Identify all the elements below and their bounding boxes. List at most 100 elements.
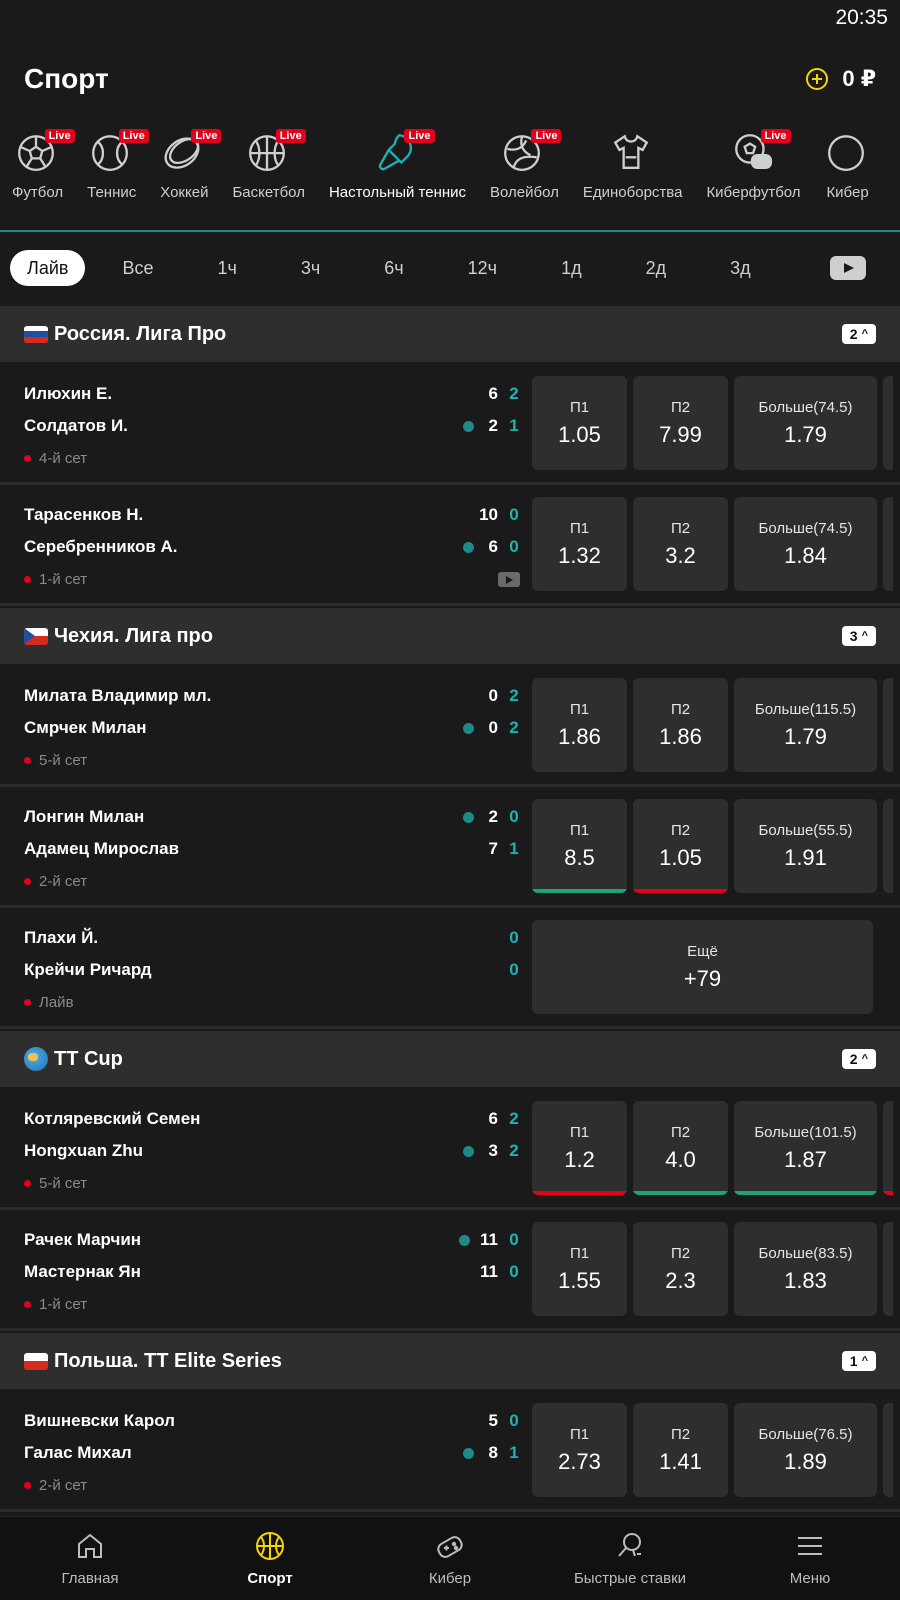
league-header[interactable]: Польша. TT Elite Series 1 ^ — [0, 1331, 900, 1391]
match-status: 1-й сет — [39, 570, 88, 588]
nav-fast-bets[interactable]: Быстрые ставки — [540, 1517, 720, 1600]
odd-total-button[interactable]: Больше(74.5) 1.84 — [734, 497, 877, 591]
odd-p1-button[interactable]: П1 8.5 — [532, 799, 627, 893]
video-stream-icon[interactable] — [498, 572, 520, 587]
odd-p2-button[interactable]: П2 1.05 — [633, 799, 728, 893]
team2-name: Смрчек Милан — [24, 718, 147, 737]
filter-1d[interactable]: 1д — [561, 257, 582, 278]
league-name: TT Cup — [54, 1047, 123, 1070]
balance-button[interactable]: 0 ₽ — [806, 66, 876, 92]
chevron-up-icon: ^ — [861, 630, 868, 642]
sport-item-table-tennis[interactable]: Live Настольный теннис — [317, 129, 478, 201]
sport-item-tennis[interactable]: Live Теннис — [75, 129, 149, 201]
odds-group: Ещё +79 — [520, 920, 873, 1014]
filter-1h[interactable]: 1ч — [217, 257, 237, 278]
odd-total-button[interactable]: Больше(115.5) 1.79 — [734, 678, 877, 772]
odd-p1-button[interactable]: П1 1.32 — [532, 497, 627, 591]
odd-more-button[interactable] — [883, 678, 893, 772]
filter-all[interactable]: Все — [122, 257, 154, 278]
filter-live[interactable]: Лайв — [10, 250, 86, 286]
chevron-up-icon: ^ — [861, 328, 868, 340]
serve-indicator-icon — [463, 420, 474, 432]
collapse-button[interactable]: 3 ^ — [841, 626, 876, 646]
sport-label: Теннис — [87, 184, 137, 201]
team1-sets: 2 — [509, 1109, 519, 1128]
odd-total-button[interactable]: Больше(74.5) 1.79 — [734, 376, 877, 470]
odd-total-button[interactable]: Больше(83.5) 1.83 — [734, 1222, 877, 1316]
league-header[interactable]: TT Cup 2 ^ — [0, 1029, 900, 1089]
odd-p2-button[interactable]: П2 1.41 — [633, 1403, 728, 1497]
sport-item-football[interactable]: Live Футбол — [0, 129, 75, 201]
league-header[interactable]: Чехия. Лига про 3 ^ — [0, 606, 900, 666]
video-filter-icon[interactable] — [830, 256, 866, 280]
hockey-icon: Live — [161, 129, 222, 176]
odd-label: П2 — [670, 1425, 691, 1443]
odd-p2-button[interactable]: П2 4.0 — [633, 1101, 728, 1195]
filter-2d[interactable]: 2д — [645, 257, 667, 278]
nav-menu[interactable]: Меню — [720, 1517, 900, 1600]
sport-item-cyber[interactable]: Кибер — [813, 130, 883, 201]
odd-more-button[interactable] — [883, 1222, 893, 1316]
odd-p1-button[interactable]: П1 1.86 — [532, 678, 627, 772]
match-row[interactable]: Плахи Й. 0 Крейчи Ричард 0 Лайв Ещё +79 — [0, 908, 900, 1029]
nav-cyber[interactable]: Кибер — [360, 1517, 540, 1600]
sports-carousel[interactable]: Live Футбол Live Теннис Live Хоккей Live… — [0, 122, 900, 232]
match-teams[interactable]: Плахи Й. 0 Крейчи Ричард 0 Лайв — [0, 908, 520, 1026]
odd-p1-button[interactable]: П1 1.05 — [532, 376, 627, 470]
nav-sport[interactable]: Спорт — [180, 1517, 360, 1600]
sport-item-volleyball[interactable]: Live Волейбол — [478, 129, 571, 201]
sport-item-basketball[interactable]: Live Баскетбол — [220, 129, 317, 201]
team1-name: Милата Владимир мл. — [24, 686, 212, 705]
match-teams[interactable]: Рачек Марчин 11 0 Мастернак Ян 11 0 1-й се… — [0, 1210, 520, 1328]
team2-sets: 1 — [509, 839, 519, 858]
sport-item-hockey[interactable]: Live Хоккей — [148, 129, 222, 201]
collapse-button[interactable]: 1 ^ — [841, 1351, 876, 1371]
odd-p2-button[interactable]: П2 1.86 — [633, 678, 728, 772]
match-row[interactable]: Рачек Марчин 11 0 Мастернак Ян 11 0 1-й се… — [0, 1210, 900, 1331]
odd-more-button[interactable] — [883, 497, 893, 591]
odd-p1-button[interactable]: П1 1.55 — [532, 1222, 627, 1316]
odd-more-button[interactable] — [883, 1403, 893, 1497]
odd-more-button[interactable] — [883, 376, 893, 470]
odd-total-button[interactable]: Больше(55.5) 1.91 — [734, 799, 877, 893]
odd-total-button[interactable]: Больше(76.5) 1.89 — [734, 1403, 877, 1497]
odd-p2-button[interactable]: П2 3.2 — [633, 497, 728, 591]
odd-p2-button[interactable]: П2 2.3 — [633, 1222, 728, 1316]
more-markets-button[interactable]: Ещё +79 — [532, 920, 873, 1014]
filter-6h[interactable]: 6ч — [384, 257, 404, 278]
sport-item-cyberfootball[interactable]: Live Киберфутбол — [694, 129, 812, 201]
odd-p2-button[interactable]: П2 7.99 — [633, 376, 728, 470]
odd-more-button[interactable] — [883, 1101, 893, 1195]
nav-home[interactable]: Главная — [0, 1517, 180, 1600]
collapse-button[interactable]: 2 ^ — [841, 324, 876, 344]
odd-label: П1 — [569, 1244, 590, 1262]
filter-3d[interactable]: 3д — [730, 257, 751, 278]
gamepad-icon — [437, 1536, 463, 1558]
odd-total-button[interactable]: Больше(101.5) 1.87 — [734, 1101, 877, 1195]
team2-name: Адамец Мирослав — [24, 839, 180, 858]
odd-p1-button[interactable]: П1 1.2 — [532, 1101, 627, 1195]
league-header[interactable]: Россия. Лига Про 2 ^ — [0, 304, 900, 364]
team2-name: Крейчи Ричард — [24, 960, 152, 979]
odd-label: П1 — [569, 1123, 590, 1141]
odd-p1-button[interactable]: П1 2.73 — [532, 1403, 627, 1497]
sport-item-martial-arts[interactable]: Единоборства — [571, 130, 695, 201]
odd-value: 1.83 — [784, 1267, 827, 1293]
filter-12h[interactable]: 12ч — [467, 257, 498, 278]
odd-more-button[interactable] — [883, 799, 893, 893]
collapse-button[interactable]: 2 ^ — [841, 1049, 876, 1069]
filter-3h[interactable]: 3ч — [300, 257, 321, 278]
add-funds-icon[interactable] — [806, 68, 829, 90]
